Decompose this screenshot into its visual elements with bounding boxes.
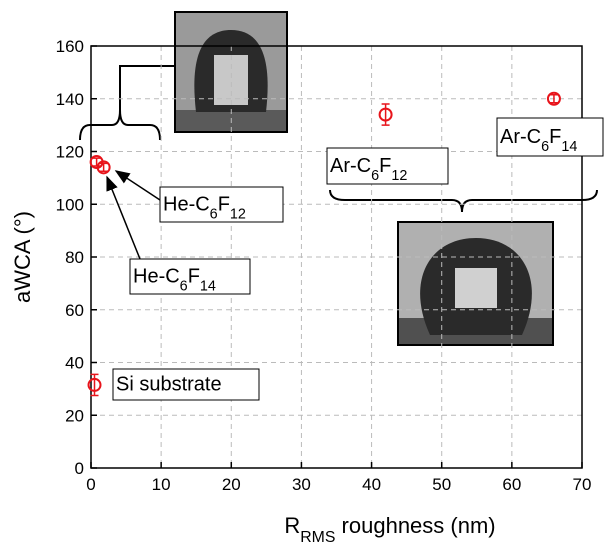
text-part: F <box>188 266 200 288</box>
error-bar <box>381 103 390 126</box>
text-part: 12 <box>230 207 246 223</box>
bracket <box>329 189 598 213</box>
droplet-image-bottom <box>397 221 554 346</box>
text-part: 14 <box>561 139 577 155</box>
annotation-box <box>129 258 251 295</box>
y-tick-label: 40 <box>65 354 84 373</box>
data-point <box>96 160 111 175</box>
y-tick-label: 160 <box>56 37 84 56</box>
text-part: 6 <box>180 279 188 295</box>
annotation-box <box>496 117 604 157</box>
text-part: roughness (nm) <box>335 513 495 538</box>
x-tick-label: 40 <box>362 475 381 494</box>
annotation-arrow <box>106 175 141 260</box>
text-part: He-C <box>163 194 210 216</box>
text-part: Ar-C <box>330 155 371 177</box>
y-tick-label: 80 <box>65 248 84 267</box>
error-bar <box>99 162 108 173</box>
text-part: F <box>549 126 561 148</box>
plot-frame <box>90 45 583 469</box>
data-point <box>87 377 102 392</box>
error-bar <box>92 157 101 167</box>
error-bar <box>90 373 99 397</box>
text-part: R <box>284 513 300 538</box>
text-part: RMS <box>300 529 335 543</box>
y-tick-label: 20 <box>65 406 84 425</box>
y-tick-label: 120 <box>56 143 84 162</box>
y-tick-label: 0 <box>75 459 84 478</box>
data-point <box>378 107 393 122</box>
annotation: Si substrate <box>116 374 222 396</box>
y-tick-label: 60 <box>65 301 84 320</box>
x-tick-label: 50 <box>432 475 451 494</box>
annotation: He-C6F12 <box>163 194 246 223</box>
text-part: 6 <box>541 139 549 155</box>
annotation: He-C6F14 <box>133 266 216 295</box>
annotation: Ar-C6F14 <box>500 126 577 155</box>
x-tick-label: 20 <box>222 475 241 494</box>
text-part: He-C <box>133 266 180 288</box>
annotation-box <box>112 368 260 401</box>
x-tick-label: 10 <box>152 475 171 494</box>
y-tick-label: 140 <box>56 90 84 109</box>
y-tick-label: 100 <box>56 195 84 214</box>
text-part: Ar-C <box>500 126 541 148</box>
annotation-arrow <box>114 170 161 201</box>
error-bar <box>549 94 558 104</box>
text-part: 14 <box>200 279 216 295</box>
text-part: 12 <box>391 168 407 184</box>
x-tick-label: 70 <box>573 475 592 494</box>
x-tick-label: 30 <box>292 475 311 494</box>
text-part: F <box>218 194 230 216</box>
text-part: F <box>379 155 391 177</box>
x-axis-label: RRMS roughness (nm) <box>284 513 495 543</box>
text-part: 6 <box>371 168 379 184</box>
annotation: Ar-C6F12 <box>330 155 407 184</box>
text-part: Si substrate <box>116 374 222 396</box>
data-point <box>546 91 561 106</box>
bracket <box>79 65 175 141</box>
annotation-box <box>326 147 449 185</box>
annotation-box <box>159 186 284 223</box>
x-tick-label: 0 <box>86 475 95 494</box>
y-axis-label: aWCA (°) <box>10 211 35 303</box>
x-tick-label: 60 <box>502 475 521 494</box>
text-part: 6 <box>210 207 218 223</box>
